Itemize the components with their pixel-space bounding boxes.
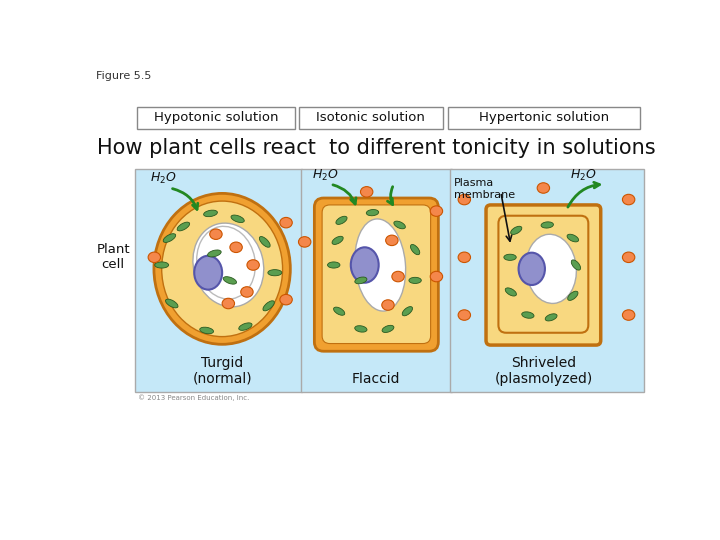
Ellipse shape (386, 235, 398, 246)
Ellipse shape (622, 194, 635, 205)
Text: Hypotonic solution: Hypotonic solution (153, 111, 278, 124)
Text: Plant
cell: Plant cell (96, 244, 130, 271)
Ellipse shape (259, 237, 270, 247)
Ellipse shape (263, 301, 274, 311)
Ellipse shape (622, 252, 635, 262)
FancyBboxPatch shape (486, 205, 600, 345)
Ellipse shape (231, 215, 244, 222)
Ellipse shape (355, 277, 367, 284)
Ellipse shape (402, 307, 413, 316)
Ellipse shape (193, 223, 264, 307)
Text: Shriveled
(plasmolyzed): Shriveled (plasmolyzed) (494, 356, 593, 386)
Ellipse shape (299, 237, 311, 247)
Ellipse shape (204, 210, 217, 217)
Ellipse shape (197, 226, 256, 299)
Ellipse shape (409, 278, 421, 284)
Ellipse shape (194, 256, 222, 289)
Ellipse shape (537, 183, 549, 193)
Ellipse shape (431, 271, 443, 282)
Text: $H_2O$: $H_2O$ (570, 167, 597, 183)
Bar (137, 107, 295, 129)
Ellipse shape (394, 221, 405, 229)
Bar (135, 168, 302, 392)
Ellipse shape (567, 291, 578, 300)
Ellipse shape (361, 187, 373, 197)
Ellipse shape (247, 260, 259, 270)
Ellipse shape (328, 262, 340, 268)
Text: Hypertonic solution: Hypertonic solution (479, 111, 609, 124)
Bar (300, 107, 443, 129)
Ellipse shape (392, 271, 404, 282)
FancyBboxPatch shape (315, 198, 438, 351)
Text: $H_2O$: $H_2O$ (312, 167, 339, 183)
Ellipse shape (571, 260, 580, 270)
Text: Flaccid: Flaccid (352, 372, 400, 386)
Ellipse shape (177, 222, 189, 231)
Ellipse shape (280, 294, 292, 305)
Ellipse shape (155, 262, 168, 268)
Ellipse shape (622, 310, 635, 320)
Text: How plant cells react  to different tonicity in solutions: How plant cells react to different tonic… (97, 138, 656, 158)
FancyBboxPatch shape (322, 205, 431, 343)
Ellipse shape (333, 307, 345, 315)
Ellipse shape (268, 269, 282, 276)
Ellipse shape (148, 252, 161, 262)
Ellipse shape (526, 234, 577, 303)
Ellipse shape (458, 310, 471, 320)
Ellipse shape (410, 245, 420, 255)
Ellipse shape (366, 210, 379, 216)
FancyBboxPatch shape (498, 215, 588, 333)
Ellipse shape (505, 288, 516, 296)
Ellipse shape (382, 300, 394, 310)
Ellipse shape (154, 193, 290, 345)
Ellipse shape (280, 218, 292, 228)
Ellipse shape (199, 327, 214, 334)
Text: $H_2O$: $H_2O$ (150, 171, 177, 186)
Ellipse shape (355, 219, 405, 311)
Ellipse shape (431, 206, 443, 217)
Ellipse shape (332, 237, 343, 245)
Ellipse shape (240, 287, 253, 297)
Ellipse shape (210, 229, 222, 239)
Ellipse shape (230, 242, 243, 253)
Ellipse shape (518, 253, 545, 285)
Ellipse shape (351, 247, 379, 283)
Ellipse shape (223, 276, 237, 284)
Text: Figure 5.5: Figure 5.5 (96, 71, 152, 81)
Ellipse shape (166, 299, 178, 308)
Text: © 2013 Pearson Education, Inc.: © 2013 Pearson Education, Inc. (138, 394, 249, 401)
Ellipse shape (239, 323, 252, 330)
Ellipse shape (336, 216, 347, 225)
Ellipse shape (545, 314, 557, 321)
Text: Turgid
(normal): Turgid (normal) (192, 356, 252, 386)
Text: Plasma
membrane: Plasma membrane (454, 178, 516, 200)
Ellipse shape (222, 298, 235, 309)
Ellipse shape (567, 234, 579, 242)
Ellipse shape (541, 222, 554, 228)
Bar (448, 107, 640, 129)
Ellipse shape (458, 252, 471, 262)
Bar (301, 168, 452, 392)
Ellipse shape (504, 254, 516, 260)
Ellipse shape (355, 326, 367, 332)
Ellipse shape (510, 226, 522, 234)
Text: Isotonic solution: Isotonic solution (317, 111, 426, 124)
Ellipse shape (207, 250, 221, 257)
Bar (451, 168, 644, 392)
Ellipse shape (162, 201, 282, 336)
Ellipse shape (382, 325, 394, 333)
Ellipse shape (522, 312, 534, 318)
Ellipse shape (458, 194, 471, 205)
Ellipse shape (163, 234, 176, 242)
